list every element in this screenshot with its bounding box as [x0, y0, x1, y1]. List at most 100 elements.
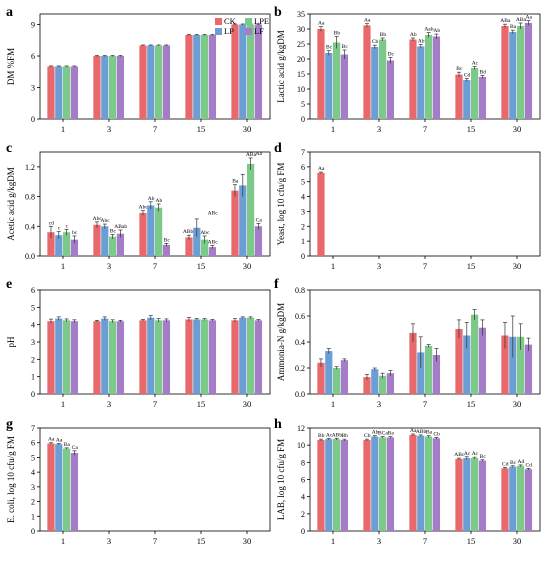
y-tick-label: 0	[301, 115, 305, 124]
bar-lf	[116, 321, 125, 394]
bar-lp	[463, 335, 471, 394]
y-axis-label: LAB, log 10 cfu/g FM	[276, 439, 286, 520]
x-tick-label: 15	[197, 124, 206, 134]
bar-ck	[47, 443, 55, 531]
bar-lp	[509, 336, 517, 394]
y-tick-label: 0.8	[25, 193, 35, 202]
panel-d: d 0 1 2 3 4 5 6 7 Yeast, log 10 cfu/g FM 1 Aa 3 7 15 30	[274, 141, 541, 271]
bar-ck	[185, 35, 193, 119]
bar-lp	[147, 45, 155, 119]
data-label: Ba	[232, 179, 239, 185]
bar-lp	[325, 439, 333, 531]
panel-letter: d	[274, 141, 282, 156]
y-tick-label: 0	[31, 527, 35, 536]
data-label: Ba	[64, 442, 71, 448]
data-label: Ca	[256, 217, 263, 223]
bar-lp	[239, 185, 247, 256]
y-tick-label: 0	[301, 527, 305, 536]
panel-e: e 0 1 2 3 4 5 6 pH 1 3 7 15 30	[6, 277, 271, 409]
y-tick-label: 6	[31, 286, 35, 295]
bar-lf	[340, 440, 349, 531]
y-tick-label: 15	[297, 70, 305, 79]
x-tick-label: 15	[467, 124, 476, 134]
x-tick-label: 1	[61, 536, 65, 546]
x-tick-label: 7	[153, 399, 157, 409]
bar-lpe	[201, 239, 209, 256]
data-label: Aa	[56, 437, 63, 443]
x-tick-label: 15	[467, 536, 476, 546]
data-label: Aa	[256, 151, 263, 157]
data-label: Bb	[380, 32, 387, 38]
data-label: Ab	[418, 39, 425, 45]
y-axis-label: Acetic acid g/kgDM	[6, 167, 16, 240]
bar-lpe	[471, 314, 479, 394]
x-tick-label: 1	[331, 399, 335, 409]
bar-ck	[363, 25, 371, 119]
data-label: Ac	[464, 451, 471, 457]
bar-ck	[317, 172, 325, 256]
bar-lp	[371, 369, 379, 394]
bar-lpe	[517, 465, 525, 531]
bar-ck	[139, 212, 147, 256]
bar-lf	[254, 226, 263, 256]
y-tick-label: 8	[301, 458, 305, 467]
legend-label-lf: LF	[254, 26, 264, 36]
bar-lp	[417, 435, 425, 531]
bar-lpe	[379, 39, 387, 119]
x-tick-label: 30	[513, 261, 522, 271]
data-label: Bc	[456, 66, 463, 72]
bar-lf	[116, 233, 125, 256]
bar-lp	[55, 318, 63, 394]
y-tick-label: 6	[301, 476, 305, 485]
y-tick-label: 2	[31, 498, 35, 507]
x-tick-label: 30	[243, 399, 252, 409]
y-tick-label: 4	[301, 193, 305, 202]
data-label: Ba	[388, 431, 395, 437]
bar-ck	[93, 224, 101, 256]
bar-lf	[340, 360, 349, 394]
y-tick-label: 1	[301, 237, 305, 246]
bar-ck	[363, 377, 371, 394]
y-axis-label: DM %FM	[6, 48, 16, 85]
bar-lpe	[425, 345, 433, 394]
bar-ck	[455, 329, 463, 394]
bar-lf	[208, 35, 217, 119]
data-label: ABb	[416, 429, 427, 435]
bar-lpe	[425, 35, 433, 119]
bar-lpe	[471, 68, 479, 119]
bar-lp	[417, 46, 425, 119]
data-label: Ba	[510, 24, 517, 30]
x-tick-label: 15	[467, 399, 476, 409]
y-tick-label: 0	[31, 390, 35, 399]
data-label: Ab	[156, 198, 163, 204]
bar-lp	[509, 466, 517, 531]
panel-letter: f	[274, 277, 279, 292]
y-tick-label: 7	[31, 424, 35, 433]
bar-lf	[478, 460, 487, 531]
y-axis-label: Yeast, log 10 cfu/g FM	[276, 163, 286, 246]
bar-lp	[463, 458, 471, 531]
data-label: Ab	[410, 32, 417, 38]
bar-ck	[185, 237, 193, 256]
legend-label-lp: LP	[224, 26, 234, 36]
x-tick-label: 1	[61, 399, 65, 409]
bar-lf	[162, 320, 171, 394]
bar-lf	[116, 56, 125, 119]
x-tick-label: 3	[377, 261, 381, 271]
bar-lpe	[247, 163, 255, 256]
bar-lp	[463, 80, 471, 119]
data-label: Ac	[326, 432, 333, 438]
bar-lpe	[379, 375, 387, 394]
y-tick-label: 3	[31, 338, 35, 347]
legend-swatch-ck	[215, 18, 222, 25]
y-tick-label: 6	[31, 52, 35, 61]
bar-lpe	[517, 336, 525, 394]
y-tick-label: 0.4	[295, 338, 305, 347]
y-axis-label: E. coli, log 10 cfu/g FM	[6, 436, 16, 523]
y-tick-label: 0.2	[295, 364, 305, 373]
legend: CK LPE LP LF	[215, 16, 269, 36]
data-label: Ba	[426, 430, 433, 436]
